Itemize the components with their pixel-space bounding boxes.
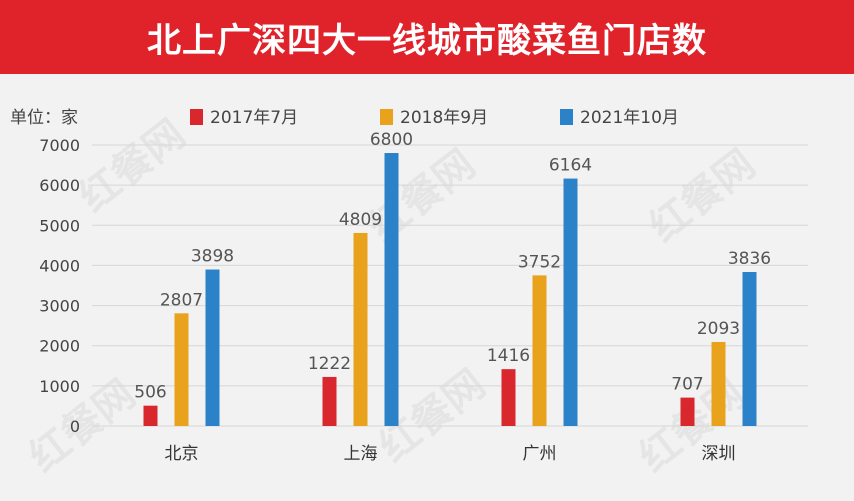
data-label: 2093 — [697, 319, 740, 339]
bar — [711, 341, 726, 426]
bar — [501, 369, 516, 426]
bar — [322, 376, 337, 426]
y-tick-label: 2000 — [39, 337, 80, 356]
y-tick-label: 5000 — [39, 216, 80, 235]
chart-area: 红餐网 红餐网 红餐网 红餐网 红餐网 红餐网 0100020003000400… — [0, 74, 854, 501]
data-label: 1222 — [308, 354, 351, 374]
data-label: 2807 — [160, 290, 203, 310]
bar-chart: 0 1000 2000 3000 4000 5000 6000 7000 北京 上海 广州 深圳 5… — [10, 108, 808, 464]
bar — [174, 313, 189, 426]
bar — [143, 405, 158, 426]
legend: 单位：家 2017年7月 2018年9月 2021年10月 — [10, 108, 679, 128]
legend-label: 2021年10月 — [580, 108, 679, 128]
y-tick-label: 6000 — [39, 176, 80, 195]
x-tick-label: 深圳 — [702, 444, 736, 464]
x-tick-label: 北京 — [165, 444, 199, 464]
bar — [205, 269, 220, 426]
data-label: 6164 — [549, 156, 592, 176]
bar — [532, 275, 547, 426]
legend-swatch — [560, 109, 573, 125]
bar — [353, 232, 368, 426]
y-tick-label: 3000 — [39, 297, 80, 316]
bars — [143, 153, 757, 426]
legend-swatch — [380, 109, 393, 125]
bar — [563, 178, 578, 426]
legend-label: 2018年9月 — [400, 108, 488, 128]
bar — [742, 272, 757, 426]
bar — [384, 153, 399, 426]
legend-label: 2017年7月 — [210, 108, 298, 128]
data-label: 3836 — [728, 249, 771, 269]
y-tick-label: 4000 — [39, 256, 80, 275]
x-tick-label: 广州 — [523, 444, 557, 464]
data-label: 3898 — [191, 247, 234, 267]
title-bar: 北上广深四大一线城市酸菜鱼门店数 — [0, 0, 854, 74]
data-labels: 506 2807 3898 1222 4809 6800 1416 3752 6164 707 20… — [134, 130, 771, 403]
data-label: 506 — [134, 383, 166, 403]
legend-swatch — [190, 109, 203, 125]
data-label: 1416 — [487, 346, 530, 366]
data-label: 3752 — [518, 252, 561, 272]
data-label: 707 — [671, 375, 703, 395]
unit-label: 单位：家 — [10, 108, 78, 128]
y-tick-label: 0 — [70, 417, 80, 436]
bar — [680, 397, 695, 426]
data-label: 6800 — [370, 130, 413, 150]
x-axis: 北京 上海 广州 深圳 — [165, 444, 736, 464]
x-tick-label: 上海 — [344, 444, 378, 464]
page-title: 北上广深四大一线城市酸菜鱼门店数 — [147, 20, 707, 61]
y-tick-label: 1000 — [39, 377, 80, 396]
y-axis: 0 1000 2000 3000 4000 5000 6000 7000 — [39, 136, 80, 436]
y-tick-label: 7000 — [39, 136, 80, 155]
data-label: 4809 — [339, 210, 382, 230]
